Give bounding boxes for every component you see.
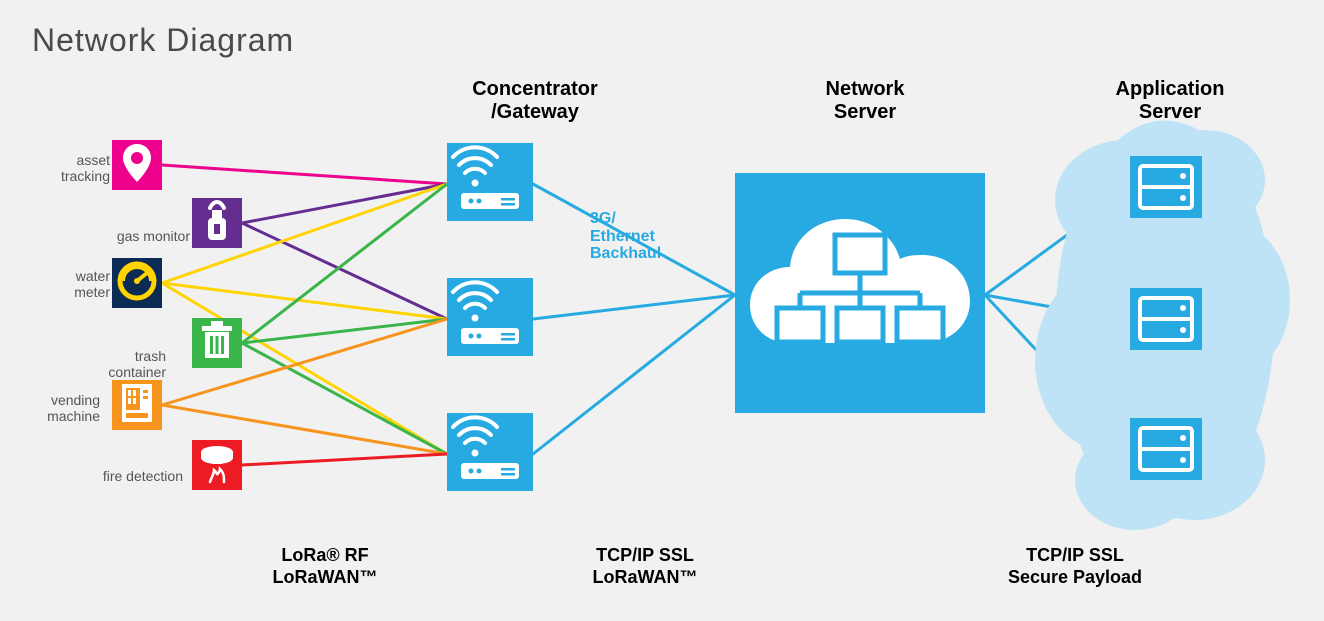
bottom-lora-l2: LoRaWAN™: [273, 567, 378, 587]
bottom-label-tcpip1: TCP/IP SSL LoRaWAN™: [545, 545, 745, 588]
device-label-asset-tracking: assettracking: [55, 152, 110, 184]
network-cloud-icon: [735, 173, 985, 418]
gateway-gw2: [447, 280, 533, 358]
fire-icon: [192, 438, 242, 493]
app-server-app3: [1130, 420, 1202, 482]
bottom-lora-l1: LoRa® RF: [281, 545, 368, 565]
vending-icon: [112, 378, 162, 433]
bottom-label-tcpip2: TCP/IP SSL Secure Payload: [955, 545, 1195, 588]
gauge-icon: [112, 256, 162, 311]
bottom-tcpip2-l1: TCP/IP SSL: [1026, 545, 1124, 565]
bottom-tcpip2-l2: Secure Payload: [1008, 567, 1142, 587]
device-asset-tracking: [112, 140, 162, 190]
device-label-vending-machine: vendingmachine: [45, 392, 100, 424]
diagram-stage: Network Diagram Concentrator /Gateway Ne…: [0, 0, 1324, 621]
gateway-icon: [447, 143, 533, 226]
device-label-trash-container: trash container: [78, 348, 166, 380]
gateway-icon: [447, 278, 533, 361]
device-label-fire-detection: fire detection: [95, 468, 183, 484]
pin-icon: [112, 138, 162, 193]
server-rack-icon: [1130, 156, 1202, 223]
gateway-gw3: [447, 415, 533, 493]
device-label-water-meter: watermeter: [55, 268, 110, 300]
device-vending-machine: [112, 380, 162, 430]
bottom-tcpip1-l2: LoRaWAN™: [593, 567, 698, 587]
bottom-tcpip1-l1: TCP/IP SSL: [596, 545, 694, 565]
network-server: [735, 175, 985, 415]
device-label-gas-monitor: gas monitor: [102, 228, 190, 244]
device-water-meter: [112, 258, 162, 308]
app-server-app1: [1130, 158, 1202, 220]
trash-icon: [192, 316, 242, 371]
device-gas-monitor: [192, 198, 242, 248]
server-rack-icon: [1130, 418, 1202, 485]
bottom-label-lora: LoRa® RF LoRaWAN™: [225, 545, 425, 588]
gas-icon: [192, 196, 242, 251]
nodes-layer: assettracking gas monitor watermeter trash …: [0, 0, 1324, 621]
server-rack-icon: [1130, 288, 1202, 355]
gateway-icon: [447, 413, 533, 496]
gateway-gw1: [447, 145, 533, 223]
device-fire-detection: [192, 440, 242, 490]
device-trash-container: [192, 318, 242, 368]
app-server-app2: [1130, 290, 1202, 352]
